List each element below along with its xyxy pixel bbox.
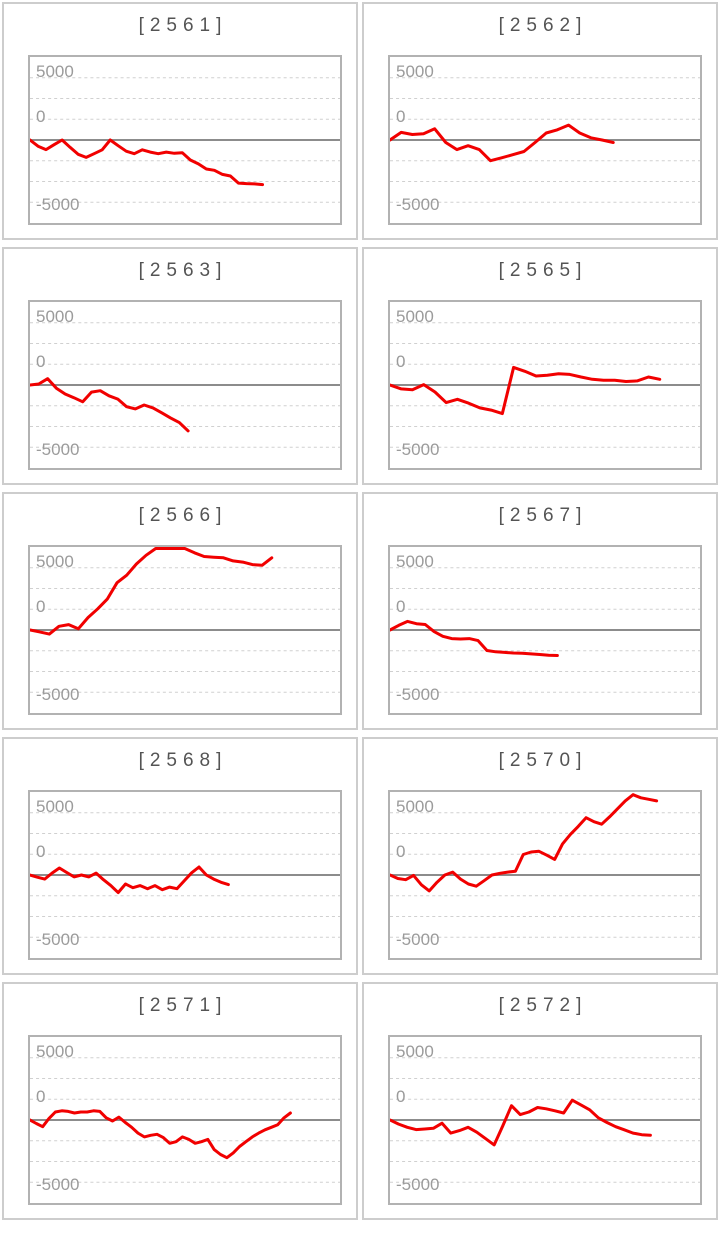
machine-panel-2561: [2561] 5000 0 -5000	[2, 2, 358, 240]
payout-line-chart	[390, 322, 700, 448]
machine-number-title: [2562]	[498, 15, 588, 36]
machine-panel-2570: [2570] 5000 0 -5000	[362, 737, 718, 975]
plot-area: 5000 0 -5000	[388, 300, 702, 470]
payout-line-chart	[390, 1057, 700, 1183]
payout-line-chart	[30, 1057, 340, 1183]
machine-panel-2568: [2568] 5000 0 -5000	[2, 737, 358, 975]
machine-number-title: [2570]	[498, 750, 588, 771]
machine-panel-2562: [2562] 5000 0 -5000	[362, 2, 718, 240]
plot-area: 5000 0 -5000	[388, 1035, 702, 1205]
payout-line-chart	[30, 547, 340, 693]
payout-line-chart	[30, 812, 340, 938]
machine-panel-2565: [2565] 5000 0 -5000	[362, 247, 718, 485]
machine-panel-2571: [2571] 5000 0 -5000	[2, 982, 358, 1220]
machine-panel-2563: [2563] 5000 0 -5000	[2, 247, 358, 485]
machine-number-title: [2572]	[498, 995, 588, 1016]
plot-area: 5000 0 -5000	[388, 545, 702, 715]
plot-area: 5000 0 -5000	[388, 55, 702, 225]
machine-number-title: [2566]	[138, 505, 228, 526]
machine-number-title: [2567]	[498, 505, 588, 526]
payout-line-chart	[390, 567, 700, 693]
plot-area: 5000 0 -5000	[28, 545, 342, 715]
machine-panel-2572: [2572] 5000 0 -5000	[362, 982, 718, 1220]
payout-line-chart	[390, 793, 700, 938]
machine-number-title: [2561]	[138, 15, 228, 36]
payout-line-chart	[390, 77, 700, 203]
machine-panel-2567: [2567] 5000 0 -5000	[362, 492, 718, 730]
plot-area: 5000 0 -5000	[28, 55, 342, 225]
machine-number-title: [2565]	[498, 260, 588, 281]
machine-number-title: [2563]	[138, 260, 228, 281]
plot-area: 5000 0 -5000	[28, 300, 342, 470]
plot-area: 5000 0 -5000	[28, 1035, 342, 1205]
machine-number-title: [2571]	[138, 995, 228, 1016]
payout-line-chart	[30, 322, 340, 448]
payout-line-chart	[30, 77, 340, 203]
machine-number-title: [2568]	[138, 750, 228, 771]
machine-panel-2566: [2566] 5000 0 -5000	[2, 492, 358, 730]
plot-area: 5000 0 -5000	[28, 790, 342, 960]
plot-area: 5000 0 -5000	[388, 790, 702, 960]
